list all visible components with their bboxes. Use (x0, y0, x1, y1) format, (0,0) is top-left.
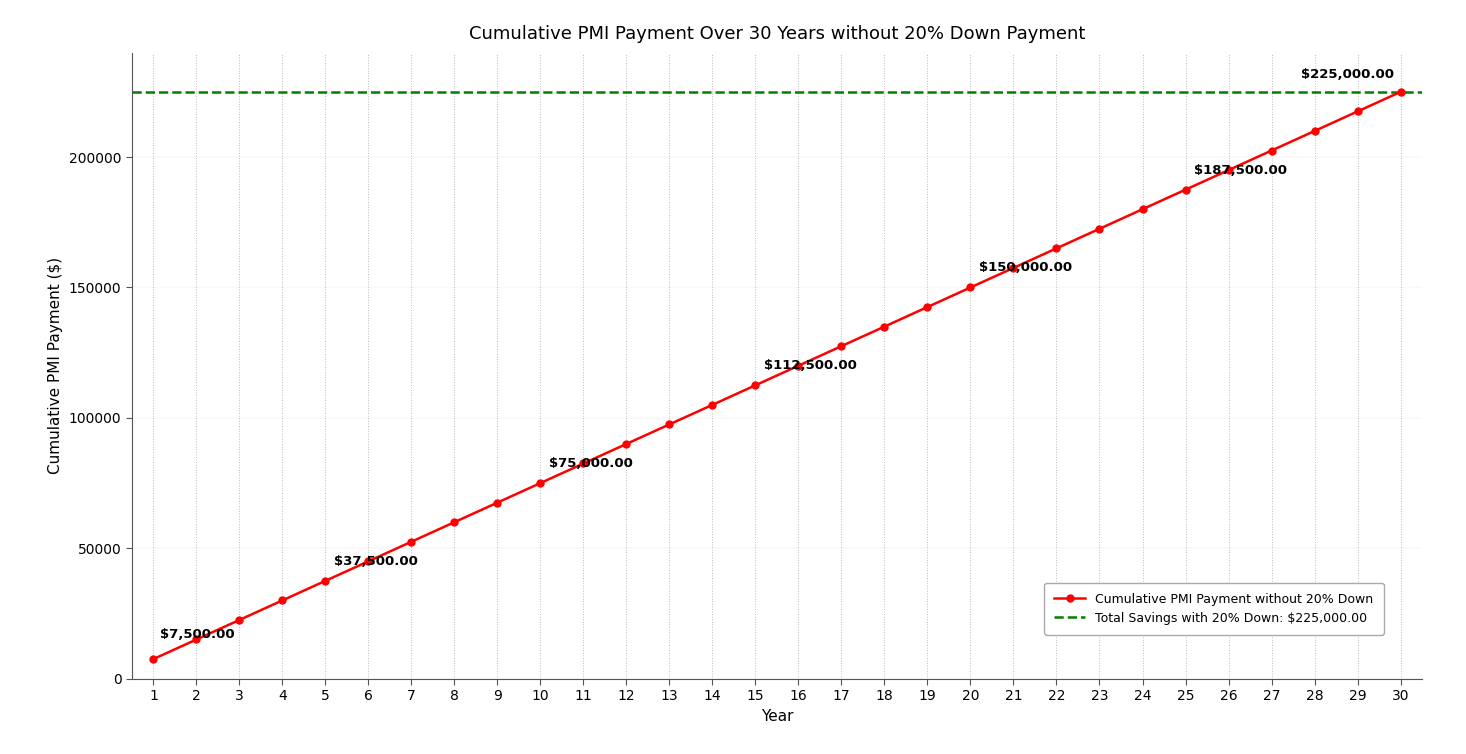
Cumulative PMI Payment without 20% Down (1004, 263, 1022, 272)
Text: $7,500.00: $7,500.00 (160, 628, 235, 641)
Cumulative PMI Payment without 20% Down (274, 596, 292, 605)
Cumulative PMI Payment without 20% Down (962, 283, 979, 292)
Cumulative PMI Payment without 20% Down (403, 537, 421, 546)
Cumulative PMI Payment without 20% Down (359, 556, 377, 566)
Cumulative PMI Payment without 20% Down (661, 420, 679, 429)
Legend: Cumulative PMI Payment without 20% Down, Total Savings with 20% Down: $225,000.0: Cumulative PMI Payment without 20% Down,… (1044, 583, 1384, 635)
Cumulative PMI Payment without 20% Down (1262, 146, 1280, 155)
Text: $187,500.00: $187,500.00 (1195, 164, 1287, 176)
Title: Cumulative PMI Payment Over 30 Years without 20% Down Payment: Cumulative PMI Payment Over 30 Years wit… (469, 25, 1085, 43)
Cumulative PMI Payment without 20% Down (790, 361, 808, 370)
Cumulative PMI Payment without 20% Down (617, 440, 635, 449)
Text: $112,500.00: $112,500.00 (764, 359, 858, 372)
Cumulative PMI Payment without 20% Down (230, 615, 248, 624)
Cumulative PMI Payment without 20% Down (1220, 166, 1237, 175)
Cumulative PMI Payment without 20% Down (488, 498, 506, 507)
Cumulative PMI Payment without 20% Down (532, 479, 550, 488)
Cumulative PMI Payment without 20% Down (1306, 127, 1324, 136)
Cumulative PMI Payment without 20% Down (875, 322, 893, 331)
Total Savings with 20% Down: $225,000.00: (1, 2.25e+05): $225,000.00: (1, 2.25e+05) (145, 87, 163, 97)
Cumulative PMI Payment without 20% Down (1391, 87, 1409, 97)
Cumulative PMI Payment without 20% Down (1133, 204, 1151, 213)
Cumulative PMI Payment without 20% Down (919, 302, 937, 311)
Line: Cumulative PMI Payment without 20% Down: Cumulative PMI Payment without 20% Down (150, 88, 1404, 663)
Cumulative PMI Payment without 20% Down (1177, 185, 1195, 195)
Cumulative PMI Payment without 20% Down (746, 381, 764, 390)
Cumulative PMI Payment without 20% Down (833, 342, 850, 351)
Cumulative PMI Payment without 20% Down (145, 654, 163, 664)
Y-axis label: Cumulative PMI Payment ($): Cumulative PMI Payment ($) (48, 257, 63, 474)
Cumulative PMI Payment without 20% Down (704, 400, 721, 409)
Cumulative PMI Payment without 20% Down (1091, 224, 1108, 233)
Cumulative PMI Payment without 20% Down (188, 635, 205, 644)
Text: $37,500.00: $37,500.00 (334, 555, 418, 568)
Cumulative PMI Payment without 20% Down (1349, 107, 1366, 116)
Cumulative PMI Payment without 20% Down (575, 459, 592, 468)
Cumulative PMI Payment without 20% Down (446, 517, 463, 526)
Text: $75,000.00: $75,000.00 (550, 457, 633, 470)
Text: $225,000.00: $225,000.00 (1300, 69, 1394, 81)
Cumulative PMI Payment without 20% Down (317, 576, 334, 585)
Text: $150,000.00: $150,000.00 (979, 262, 1072, 274)
Cumulative PMI Payment without 20% Down (1048, 244, 1066, 253)
X-axis label: Year: Year (761, 709, 793, 724)
Total Savings with 20% Down: $225,000.00: (0, 2.25e+05): $225,000.00: (0, 2.25e+05) (101, 87, 119, 97)
